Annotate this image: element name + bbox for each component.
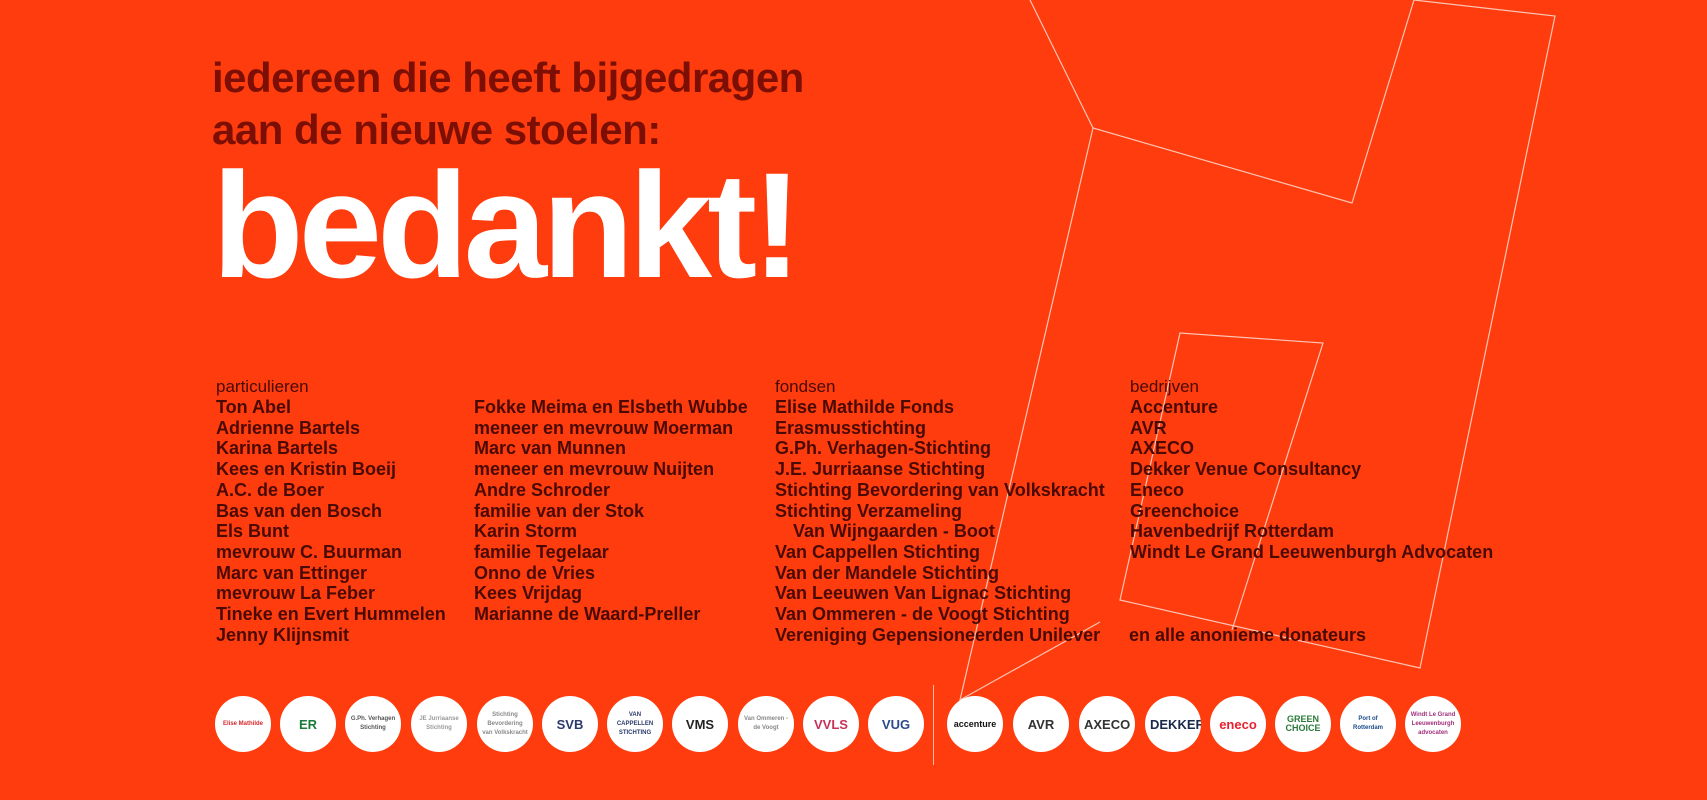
donor-list: Ton Abel Adrienne Bartels Karina Bartels Ke…: [216, 397, 446, 645]
logo-text: DEKKER: [1150, 716, 1201, 732]
donor-name: AVR: [1130, 417, 1167, 438]
donor-name: meneer en mevrouw Moerman: [474, 417, 734, 438]
funds-logo: Van Ommeren - de Voogt: [738, 696, 794, 752]
logo-divider: [933, 685, 934, 765]
donor-name: G.Ph. Verhagen-Stichting: [775, 438, 992, 459]
logo-text: GREEN CHOICE: [1285, 714, 1321, 733]
logo-text: accenture: [953, 718, 997, 729]
donor-name: Accenture: [1130, 397, 1219, 417]
donor-name: Adrienne Bartels: [216, 417, 361, 438]
donor-name: mevrouw C. Buurman: [216, 541, 403, 562]
companies-logo: Windt Le Grand Leeuwenburgh advocaten: [1405, 696, 1461, 752]
donor-name: Van Ommeren - de Voogt Stichting: [775, 604, 1070, 625]
logo-text: Windt Le Grand Leeuwenburgh advocaten: [1410, 711, 1456, 736]
donor-name: J.E. Jurriaanse Stichting: [775, 459, 986, 480]
donor-name: Bas van den Bosch: [216, 500, 383, 521]
logo-text: eneco: [1219, 716, 1257, 732]
donor-name: Marc van Ettinger: [216, 562, 368, 583]
donor-name: Van Cappellen Stichting: [775, 541, 981, 562]
logo-text: Elise Mathilde: [222, 720, 263, 727]
companies-logo: GREEN CHOICE: [1275, 696, 1331, 752]
column-heading: particulieren: [216, 377, 309, 396]
column-heading-spacer: [474, 377, 748, 397]
donor-name: Jenny Klijnsmit: [216, 624, 350, 645]
funds-logo: Stichting Bevordering van Volkskracht: [477, 696, 533, 752]
heading-line-1: iedereen die heeft bijgedragen: [212, 54, 804, 101]
logo-text: ER: [298, 716, 318, 732]
companies-logo: AXECO: [1079, 696, 1135, 752]
companies-logo: DEKKER: [1145, 696, 1201, 752]
donor-name: Karina Bartels: [216, 438, 339, 459]
donor-name: Onno de Vries: [474, 562, 596, 583]
donor-name: AXECO: [1130, 438, 1195, 459]
donor-name: mevrouw La Feber: [216, 583, 376, 604]
anonymous-donors: en alle anonieme donateurs: [1129, 625, 1367, 645]
donor-list: Fokke Meima en Elsbeth Wubbe meneer en me…: [474, 397, 748, 625]
donor-name: Stichting Verzameling: [775, 500, 963, 521]
funds-logo: ER: [280, 696, 336, 752]
column-particulieren-2: Fokke Meima en Elsbeth Wubbe meneer en me…: [474, 377, 748, 625]
funds-logo: VMS: [672, 696, 728, 752]
companies-logo: Port of Rotterdam: [1340, 696, 1396, 752]
funds-logo: VUG: [868, 696, 924, 752]
donor-name: Fokke Meima en Elsbeth Wubbe: [474, 397, 748, 417]
donor-name: Van Wijngaarden - Boot: [793, 521, 995, 542]
logo-text: VUG: [881, 716, 911, 732]
column-fondsen: fondsen Elise Mathilde Fonds Erasmusstich…: [775, 377, 1105, 645]
logo-text: VVLS: [814, 716, 848, 732]
donor-name: meneer en mevrouw Nuijten: [474, 459, 715, 480]
donor-name: A.C. de Boer: [216, 479, 325, 500]
donor-name: Dekker Venue Consultancy: [1130, 459, 1362, 480]
donor-name: Eneco: [1130, 479, 1185, 500]
logo-text: G.Ph. Verhagen Stichting: [350, 716, 396, 731]
donor-name: Havenbedrijf Rotterdam: [1130, 521, 1335, 542]
column-bedrijven: bedrijven Accenture AVR AXECO Dekker Venue …: [1130, 377, 1493, 563]
donor-name: Els Bunt: [216, 521, 290, 542]
funds-logo: JE Jurriaanse Stichting: [411, 696, 467, 752]
thank-you-title: bedankt!: [212, 141, 802, 309]
donor-name: Kees en Kristin Boeij: [216, 459, 397, 480]
donor-name: Kees Vrijdag: [474, 583, 583, 604]
donor-name: Karin Storm: [474, 521, 578, 542]
column-particulieren: particulieren Ton Abel Adrienne Bartels Ka…: [216, 377, 446, 645]
column-heading: fondsen: [775, 377, 836, 396]
logo-text: AVR: [1027, 716, 1055, 732]
donor-name: Vereniging Gepensioneerden Unilever: [775, 624, 1101, 645]
donor-name: Erasmusstichting: [775, 417, 927, 438]
donor-name: Tineke en Evert Hummelen: [216, 604, 446, 625]
donor-name: Van der Mandele Stichting: [775, 562, 1000, 583]
logo-text: VMS: [685, 716, 715, 732]
donor-name: Elise Mathilde Fonds: [775, 397, 955, 417]
logo-text: Van Ommeren - de Voogt: [743, 716, 788, 731]
logo-text: Port of Rotterdam: [1352, 716, 1383, 731]
heading-line-2: aan de nieuwe stoelen:: [212, 106, 661, 153]
donor-name: Ton Abel: [216, 397, 291, 417]
donor-list: Accenture AVR AXECO Dekker Venue Consultanc…: [1130, 397, 1493, 563]
logo-text: JE Jurriaanse Stichting: [419, 716, 459, 731]
page-heading: iedereen die heeft bijgedragen aan de ni…: [212, 52, 804, 156]
logo-text: AXECO: [1084, 716, 1131, 732]
donor-name: Marc van Munnen: [474, 438, 627, 459]
donor-name: Andre Schroder: [474, 479, 611, 500]
funds-logo: Elise Mathilde: [215, 696, 271, 752]
logo-text: VAN CAPPELLEN STICHTING: [616, 711, 654, 736]
companies-logo: AVR: [1013, 696, 1069, 752]
funds-logo: VAN CAPPELLEN STICHTING: [607, 696, 663, 752]
donor-name: familie van der Stok: [474, 500, 645, 521]
logo-text: SVB: [556, 716, 584, 732]
donor-list: Elise Mathilde Fonds Erasmusstichting G.Ph…: [775, 397, 1105, 645]
donor-name: Stichting Bevordering van Volkskracht: [775, 479, 1105, 500]
funds-logo: G.Ph. Verhagen Stichting: [345, 696, 401, 752]
column-heading: bedrijven: [1130, 377, 1199, 396]
donor-name: Greenchoice: [1130, 500, 1240, 521]
donor-name: Marianne de Waard-Preller: [474, 604, 701, 625]
companies-logo: accenture: [947, 696, 1003, 752]
companies-logo: eneco: [1210, 696, 1266, 752]
donor-name: familie Tegelaar: [474, 541, 609, 562]
funds-logo: SVB: [542, 696, 598, 752]
donor-name: Van Leeuwen Van Lignac Stichting: [775, 583, 1072, 604]
donor-name: Windt Le Grand Leeuwenburgh Advocaten: [1130, 541, 1494, 562]
funds-logo: VVLS: [803, 696, 859, 752]
logo-text: Stichting Bevordering van Volkskracht: [482, 711, 528, 736]
